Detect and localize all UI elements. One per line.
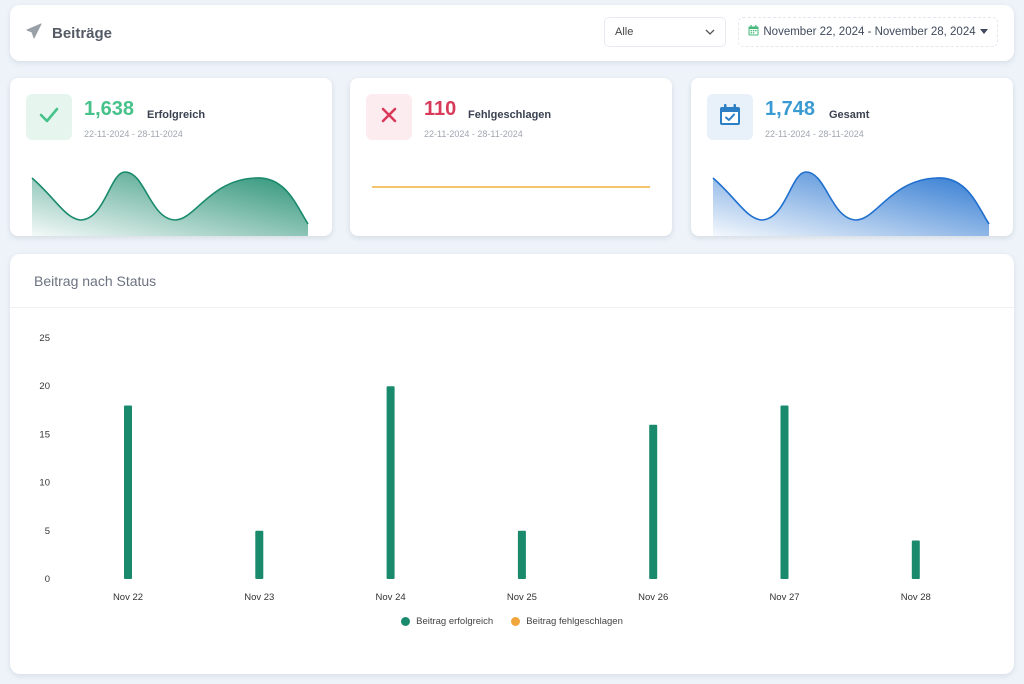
status-filter-value: Alle — [615, 26, 634, 38]
header-title-group: Beiträge — [26, 5, 112, 61]
date-range-text: November 22, 2024 - November 28, 2024 — [763, 26, 976, 38]
failed-range: 22-11-2024 - 28-11-2024 — [424, 129, 523, 139]
bar-nov-25-series-0[interactable] — [517, 530, 526, 579]
bar-nov-23-series-0[interactable] — [255, 530, 264, 579]
legend-item[interactable]: Beitrag erfolgreich — [401, 616, 493, 627]
page-title: Beiträge — [52, 24, 113, 42]
y-tick-label: 15 — [39, 429, 50, 440]
y-tick-label: 25 — [39, 333, 50, 344]
page-header: Beiträge Alle November 22, 2024 - Novemb… — [10, 5, 1014, 61]
panel-divider — [10, 307, 1014, 308]
bar-nov-24-series-0[interactable] — [386, 386, 395, 579]
chart-panel-title: Beitrag nach Status — [34, 273, 157, 289]
y-tick-label: 0 — [45, 574, 50, 585]
success-range: 22-11-2024 - 28-11-2024 — [84, 129, 183, 139]
caret-down-icon — [979, 26, 988, 38]
y-tick-label: 20 — [39, 381, 50, 392]
total-count: 1,748 — [765, 98, 816, 120]
calendar-icon — [748, 25, 759, 39]
legend-label: Beitrag erfolgreich — [416, 616, 494, 627]
failed-count: 110 — [424, 98, 457, 120]
legend-dot — [511, 617, 521, 626]
stat-card-success: 1,638 Erfolgreich 22-11-2024 - 28-11-202… — [10, 78, 332, 236]
chevron-down-icon — [705, 26, 715, 38]
stat-card-total: 1,748 Gesamt 22-11-2024 - 28-11-2024 — [691, 78, 1013, 236]
status-chart-panel: Beitrag nach Status 25 20 15 10 5 0 Nov 22 Nov … — [10, 254, 1014, 674]
chart-legend: Beitrag erfolgreich Beitrag fehlgeschlage… — [10, 616, 1014, 627]
bar-nov-27-series-0[interactable] — [780, 405, 789, 579]
legend-label: Beitrag fehlgeschlagen — [526, 616, 623, 627]
status-filter-select[interactable]: Alle — [604, 17, 726, 47]
check-icon — [38, 104, 60, 131]
stat-card-failed: 110 Fehlgeschlagen 22-11-2024 - 28-11-20… — [350, 78, 672, 236]
x-tick-label: Nov 26 — [638, 592, 668, 603]
bar-nov-26-series-0[interactable] — [649, 424, 658, 579]
failed-label: Fehlgeschlagen — [468, 109, 552, 121]
total-label: Gesamt — [829, 109, 870, 121]
x-tick-label: Nov 27 — [769, 592, 799, 603]
bar-nov-22-series-0[interactable] — [124, 405, 132, 579]
success-sparkline — [31, 171, 309, 236]
legend-item[interactable]: Beitrag fehlgeschlagen — [511, 616, 623, 627]
success-label: Erfolgreich — [147, 109, 206, 121]
failed-icon-box — [366, 94, 412, 140]
calendar-check-icon — [718, 103, 742, 132]
legend-dot — [401, 617, 411, 626]
x-tick-label: Nov 23 — [244, 592, 274, 603]
success-count: 1,638 — [84, 98, 135, 120]
success-icon-box — [26, 94, 72, 140]
total-sparkline — [712, 171, 990, 236]
y-tick-label: 10 — [39, 478, 50, 489]
total-icon-box — [707, 94, 753, 140]
x-tick-label: Nov 28 — [901, 592, 931, 603]
failed-sparkline — [372, 186, 650, 188]
paper-plane-icon — [26, 23, 42, 44]
date-range-picker[interactable]: November 22, 2024 - November 28, 2024 — [738, 17, 998, 47]
y-tick-label: 5 — [45, 526, 50, 537]
bar-nov-28-series-0[interactable] — [911, 540, 920, 579]
x-tick-label: Nov 24 — [376, 592, 406, 603]
x-tick-label: Nov 22 — [113, 592, 143, 603]
close-icon — [379, 105, 399, 130]
status-bar-chart: 25 20 15 10 5 0 Nov 22 Nov 23 Nov 24 Nov 25 Nov 26… — [39, 333, 931, 603]
total-range: 22-11-2024 - 28-11-2024 — [765, 129, 864, 139]
x-tick-label: Nov 25 — [507, 592, 537, 603]
